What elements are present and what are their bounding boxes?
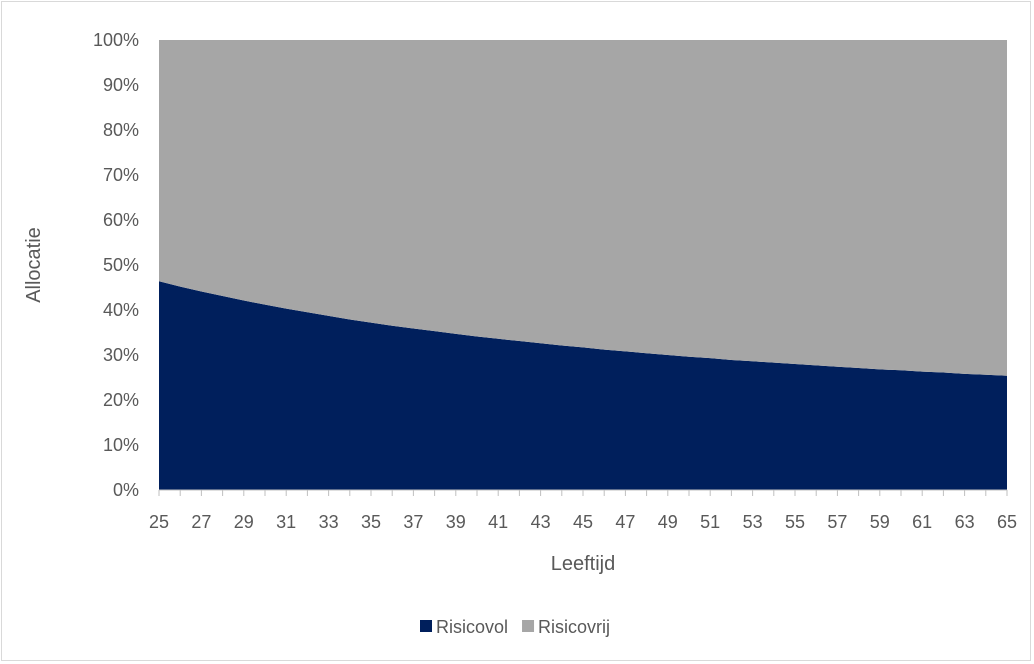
x-tick-label: 59 xyxy=(870,512,890,532)
y-tick-label: 90% xyxy=(103,75,139,95)
x-tick-label: 25 xyxy=(149,512,169,532)
y-tick-labels: 0% 10% 20% 30% 40% 50% 60% 70% 80% 90% 100% xyxy=(93,30,139,500)
legend-label-risicovol: Risicovol xyxy=(436,617,508,637)
x-tick-label: 35 xyxy=(361,512,381,532)
x-tick-label: 55 xyxy=(785,512,805,532)
axes xyxy=(158,489,1008,496)
y-tick-label: 80% xyxy=(103,120,139,140)
legend: Risicovol Risicovrij xyxy=(420,617,610,637)
x-tick-label: 53 xyxy=(743,512,763,532)
x-tick-label: 27 xyxy=(191,512,211,532)
x-tick-label: 65 xyxy=(997,512,1017,532)
x-tick-labels: 25 27 29 31 33 35 37 39 41 43 45 47 49 51 53 55 57 59 61 63… xyxy=(149,512,1017,532)
x-tick-label: 29 xyxy=(234,512,254,532)
x-tick-label: 31 xyxy=(276,512,296,532)
x-tick-label: 39 xyxy=(446,512,466,532)
y-tick-label: 50% xyxy=(103,255,139,275)
area-series-risicovrij xyxy=(159,40,1007,376)
x-tick-label: 37 xyxy=(403,512,423,532)
y-tick-label: 60% xyxy=(103,210,139,230)
x-tick-label: 57 xyxy=(827,512,847,532)
area-series-risicovol xyxy=(159,281,1007,490)
legend-label-risicovrij: Risicovrij xyxy=(538,617,610,637)
x-tick-label: 33 xyxy=(319,512,339,532)
x-tick-label: 45 xyxy=(573,512,593,532)
y-tick-label: 40% xyxy=(103,300,139,320)
x-tick-label: 47 xyxy=(615,512,635,532)
y-axis-title: Allocatie xyxy=(23,227,45,303)
y-tick-label: 30% xyxy=(103,345,139,365)
x-axis-title: Leeftijd xyxy=(551,553,616,575)
y-tick-label: 20% xyxy=(103,390,139,410)
y-tick-label: 0% xyxy=(113,480,139,500)
y-tick-label: 70% xyxy=(103,165,139,185)
plot-areas xyxy=(159,40,1007,490)
y-tick-label: 100% xyxy=(93,30,139,50)
x-tick-label: 43 xyxy=(531,512,551,532)
y-tick-label: 10% xyxy=(103,435,139,455)
x-tick-label: 41 xyxy=(488,512,508,532)
x-tick-label: 49 xyxy=(658,512,678,532)
legend-swatch-risicovol xyxy=(420,620,432,632)
x-tick-label: 51 xyxy=(700,512,720,532)
x-tick-label: 63 xyxy=(955,512,975,532)
x-tick-label: 61 xyxy=(912,512,932,532)
legend-swatch-risicovrij xyxy=(522,620,535,632)
